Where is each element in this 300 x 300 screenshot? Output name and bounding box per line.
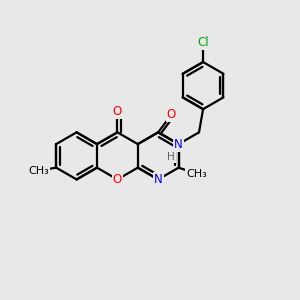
Text: O: O <box>167 108 176 121</box>
Text: H: H <box>167 152 175 162</box>
Text: CH₃: CH₃ <box>186 169 207 178</box>
Text: N: N <box>174 138 183 151</box>
Text: CH₃: CH₃ <box>28 166 49 176</box>
Text: N: N <box>154 173 163 186</box>
Text: O: O <box>113 173 122 186</box>
Text: Cl: Cl <box>197 36 209 50</box>
Text: O: O <box>113 105 122 118</box>
